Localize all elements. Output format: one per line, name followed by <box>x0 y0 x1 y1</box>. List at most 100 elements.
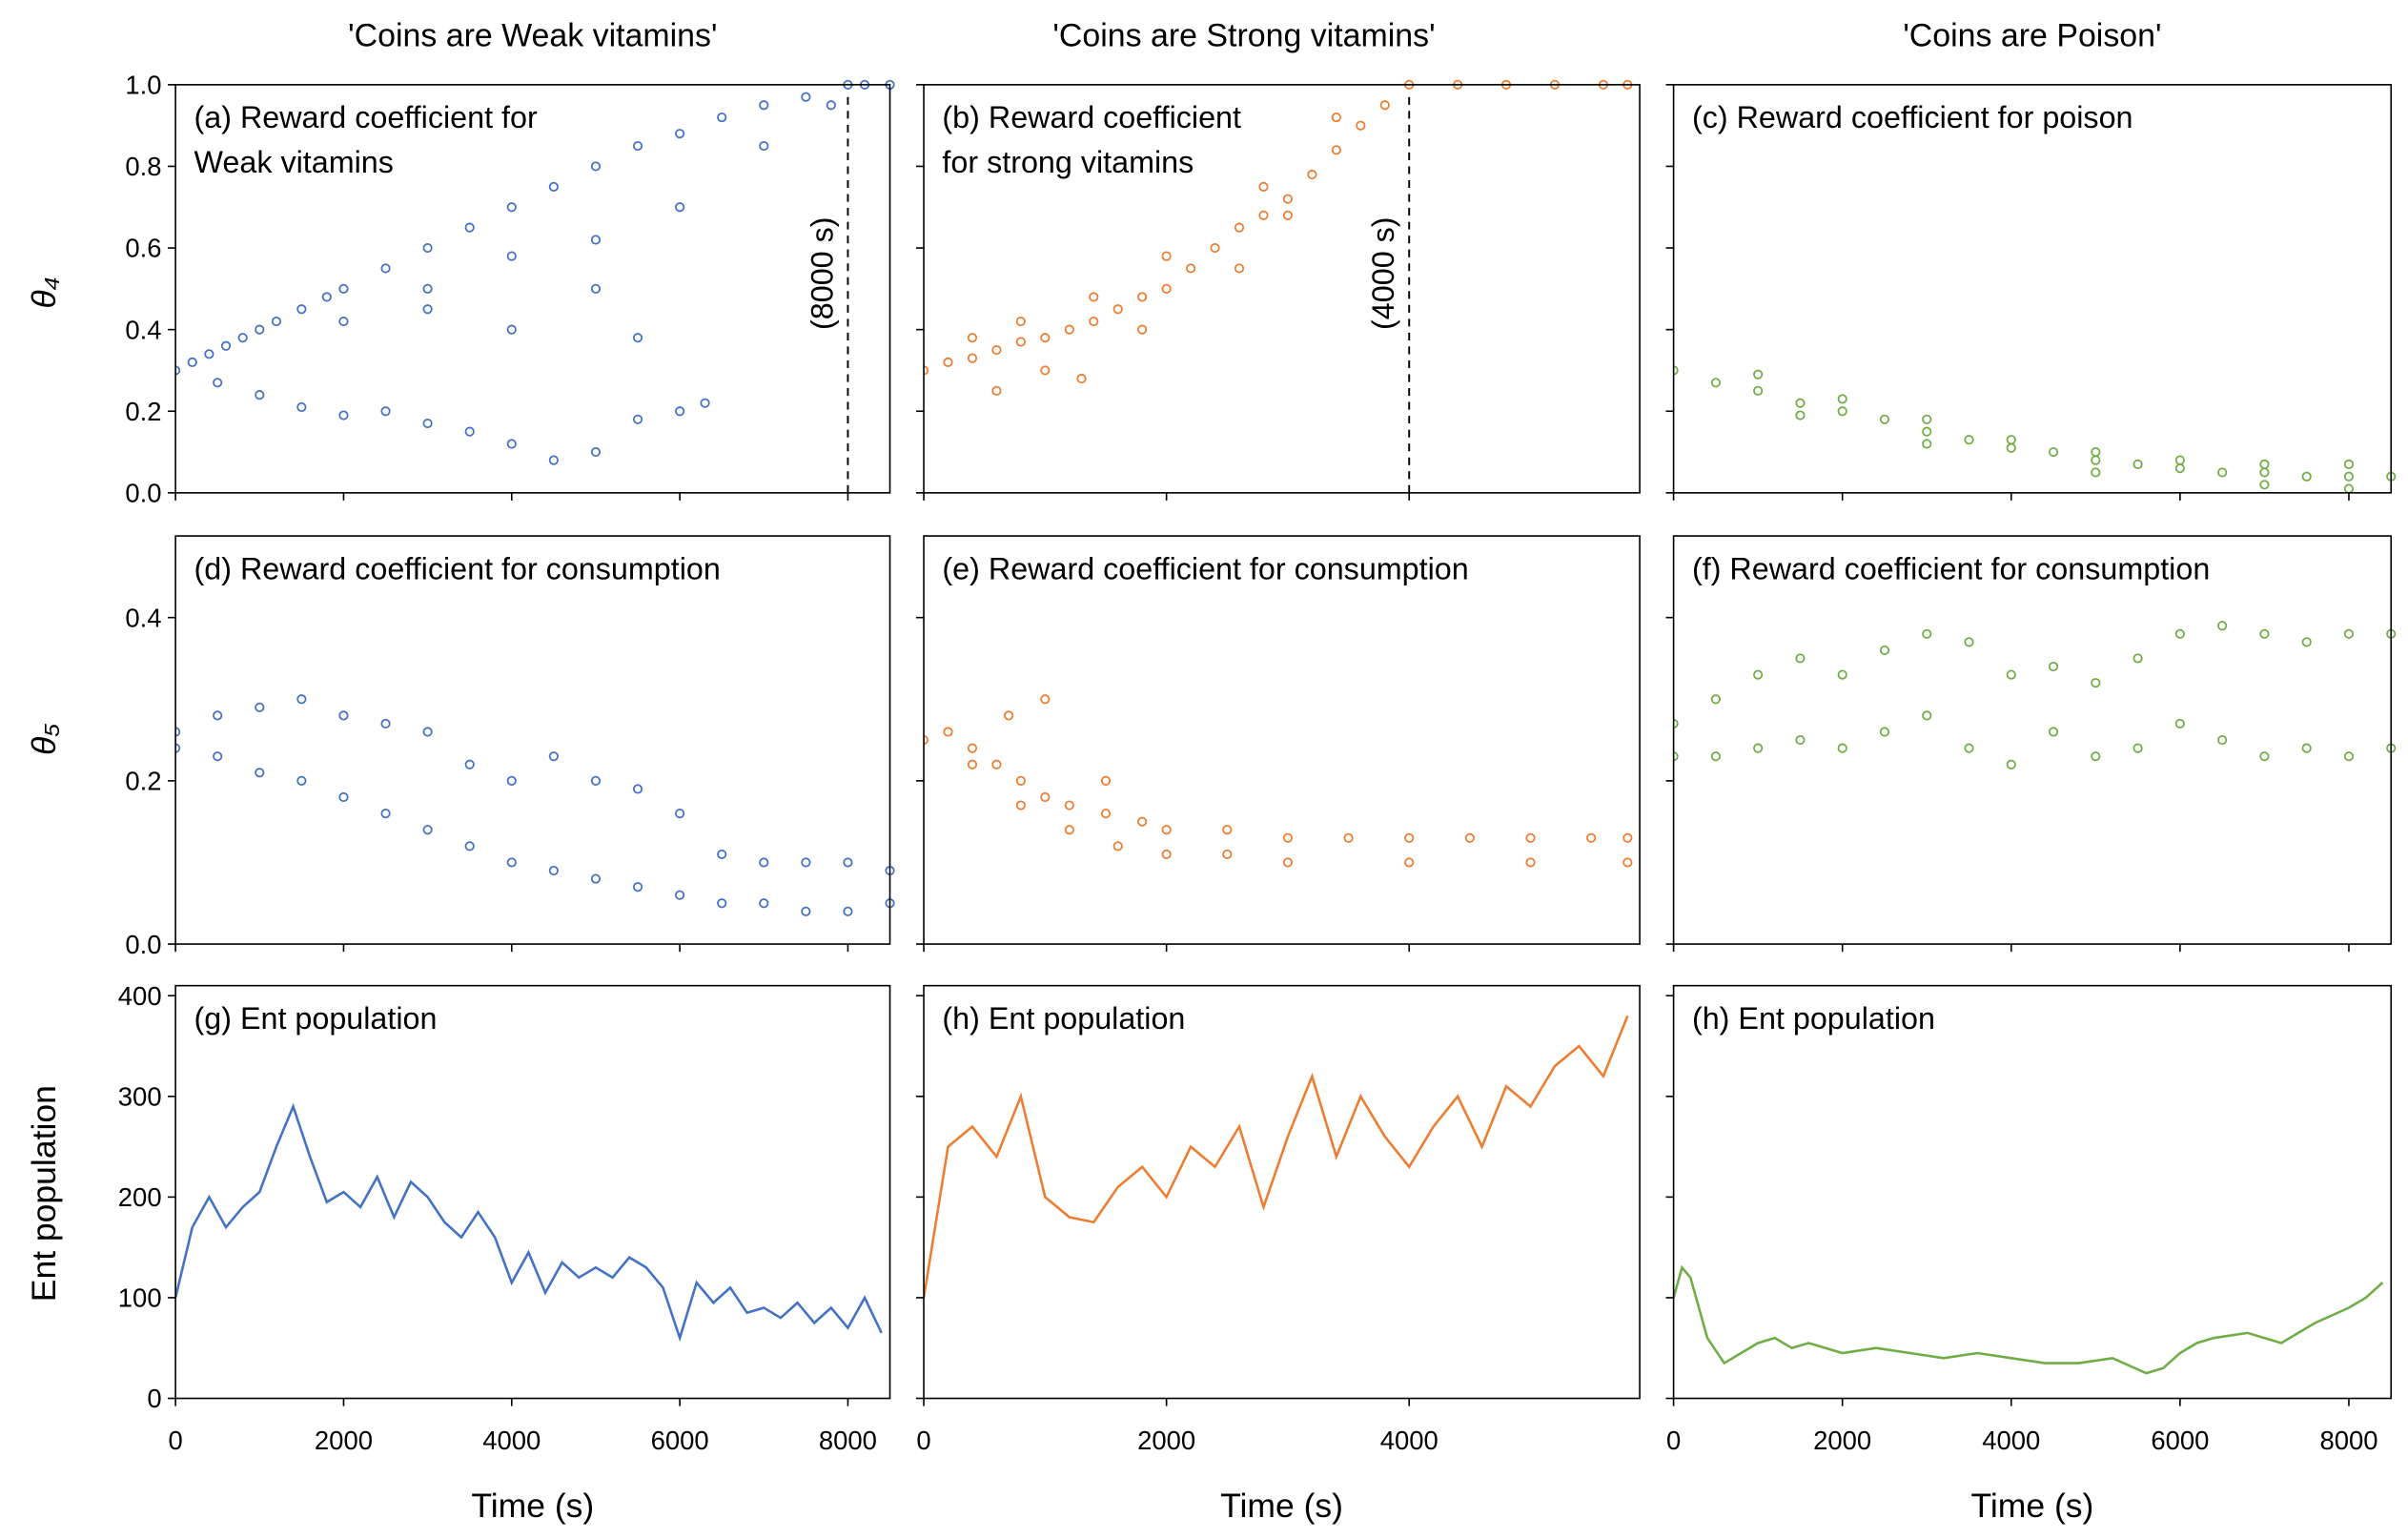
point <box>1922 710 1932 721</box>
point <box>967 759 978 770</box>
x-tick-label: 8000 <box>819 1426 877 1455</box>
point <box>1076 373 1087 384</box>
plot-frame <box>923 535 1641 945</box>
point <box>1622 857 1633 868</box>
point <box>1161 251 1172 261</box>
point <box>2091 678 2101 688</box>
point <box>380 718 391 729</box>
point <box>2259 628 2270 639</box>
point <box>1161 849 1172 859</box>
point <box>464 426 475 437</box>
point <box>338 791 349 803</box>
point <box>548 751 559 762</box>
point <box>2174 455 2185 465</box>
x-tick-label: 0 <box>916 1426 930 1455</box>
point <box>1015 800 1026 811</box>
point <box>2301 471 2312 482</box>
series-line <box>175 1102 883 1343</box>
point <box>338 317 349 327</box>
point <box>506 324 517 335</box>
point <box>1525 832 1536 843</box>
point <box>2343 628 2355 639</box>
point <box>801 92 811 102</box>
point <box>464 841 475 852</box>
point <box>675 890 685 900</box>
point <box>1015 317 1026 327</box>
point <box>1753 669 1764 680</box>
point <box>1710 694 1721 705</box>
point <box>506 857 517 868</box>
point <box>321 292 332 302</box>
point <box>2174 718 2185 729</box>
point <box>632 333 643 343</box>
point <box>1922 426 1932 437</box>
point <box>2048 661 2059 672</box>
point <box>2091 751 2101 762</box>
point <box>422 727 433 737</box>
point <box>1922 439 1932 449</box>
y-tick-label: 0.6 <box>125 234 161 263</box>
point <box>2006 669 2016 680</box>
point <box>1964 637 1974 647</box>
y-tick-label: 1.0 <box>125 71 161 100</box>
point <box>1795 734 1806 746</box>
point <box>1258 181 1269 192</box>
point <box>1282 857 1294 868</box>
point <box>380 263 391 274</box>
point <box>717 849 727 859</box>
point <box>1004 710 1014 721</box>
x-axis-label: Time (s) <box>1220 1487 1343 1525</box>
plot-frame <box>174 535 891 945</box>
x-tick-label: 2000 <box>1137 1426 1195 1455</box>
point <box>632 414 643 424</box>
panel-title: Weak vitamins <box>194 145 394 179</box>
x-tick-label: 0 <box>168 1426 182 1455</box>
panel-title: (a) Reward coefficient for <box>194 100 538 134</box>
point <box>717 113 727 123</box>
point <box>675 129 685 139</box>
point <box>1040 694 1051 705</box>
point <box>271 317 282 327</box>
point <box>213 378 223 388</box>
point <box>1137 292 1148 302</box>
point <box>1186 263 1196 274</box>
x-tick-label: 2000 <box>1813 1426 1871 1455</box>
point <box>1161 283 1172 294</box>
plot-frame <box>1672 535 2393 945</box>
y-axis-label: θ₄ <box>25 277 63 309</box>
point <box>1100 775 1112 786</box>
point <box>801 857 811 868</box>
annotation-label: (8000 s) <box>805 216 839 329</box>
point <box>2048 446 2059 458</box>
point <box>1837 669 1847 680</box>
panel-title: (h) Ent population <box>1692 1001 1935 1036</box>
point <box>2091 467 2101 478</box>
point <box>590 446 602 458</box>
point <box>759 898 769 909</box>
point <box>717 898 727 909</box>
point <box>2091 446 2101 458</box>
y-tick-label: 0.2 <box>125 767 161 796</box>
point <box>506 251 517 261</box>
point <box>506 439 517 449</box>
column-title: 'Coins are Weak vitamins' <box>348 17 717 53</box>
point <box>255 768 265 778</box>
panel-title: (f) Reward coefficient for consumption <box>1692 551 2210 585</box>
point <box>187 357 197 367</box>
point <box>991 385 1002 396</box>
point <box>1282 210 1294 220</box>
point <box>1040 333 1051 343</box>
point <box>255 702 265 712</box>
point <box>422 419 433 429</box>
point <box>380 406 391 417</box>
point <box>213 751 223 762</box>
point <box>1922 414 1932 424</box>
point <box>237 333 248 343</box>
point <box>1622 832 1633 843</box>
y-tick-label: 0.0 <box>125 930 161 959</box>
y-tick-label: 0.0 <box>125 479 161 508</box>
point <box>632 882 643 893</box>
point <box>1879 645 1890 655</box>
point <box>991 344 1002 356</box>
